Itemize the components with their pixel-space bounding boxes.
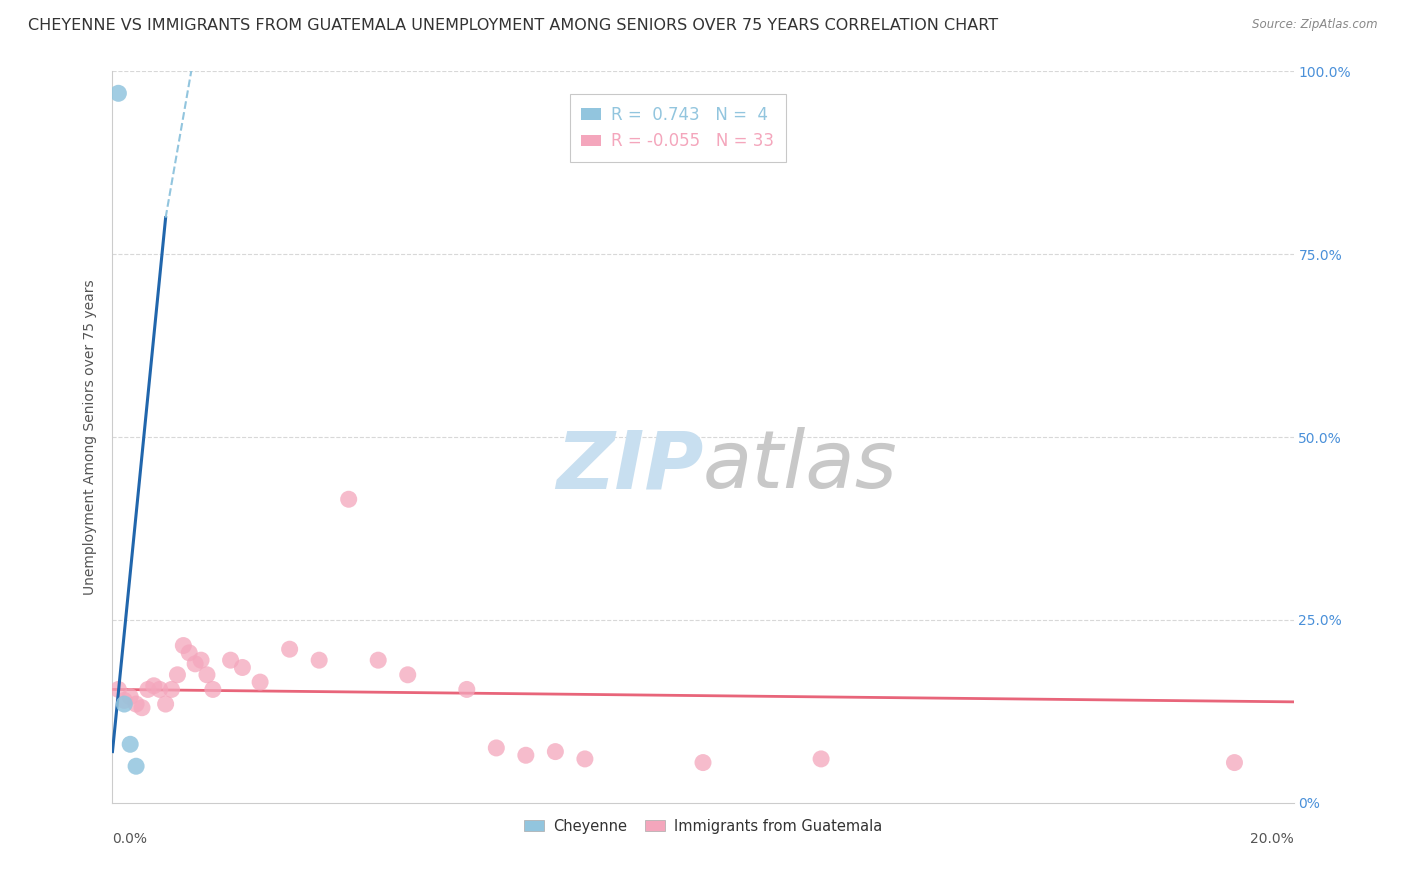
Point	[142, 679, 165, 693]
Point	[810, 752, 832, 766]
Point	[1223, 756, 1246, 770]
Point	[120, 690, 142, 704]
Point	[456, 682, 478, 697]
Point	[107, 87, 129, 101]
Point	[172, 639, 194, 653]
Text: 20.0%: 20.0%	[1250, 832, 1294, 846]
Point	[190, 653, 212, 667]
Point	[396, 667, 419, 681]
Point	[574, 752, 596, 766]
Text: Source: ZipAtlas.com: Source: ZipAtlas.com	[1253, 18, 1378, 31]
Point	[278, 642, 301, 657]
Point	[544, 745, 567, 759]
Point	[120, 737, 142, 751]
Text: atlas: atlas	[703, 427, 898, 506]
Point	[125, 759, 148, 773]
Legend: Cheyenne, Immigrants from Guatemala: Cheyenne, Immigrants from Guatemala	[519, 813, 887, 839]
Point	[160, 682, 183, 697]
Point	[131, 700, 153, 714]
Text: CHEYENNE VS IMMIGRANTS FROM GUATEMALA UNEMPLOYMENT AMONG SENIORS OVER 75 YEARS C: CHEYENNE VS IMMIGRANTS FROM GUATEMALA UN…	[28, 18, 998, 33]
Text: ZIP: ZIP	[555, 427, 703, 506]
Point	[195, 667, 218, 681]
Point	[692, 756, 714, 770]
Point	[184, 657, 207, 671]
Point	[201, 682, 224, 697]
Y-axis label: Unemployment Among Seniors over 75 years: Unemployment Among Seniors over 75 years	[83, 279, 97, 595]
Point	[136, 682, 159, 697]
Point	[166, 667, 188, 681]
Point	[308, 653, 330, 667]
Point	[367, 653, 389, 667]
Point	[337, 492, 360, 507]
Point	[149, 682, 172, 697]
Point	[125, 697, 148, 711]
Point	[249, 675, 271, 690]
Text: 0.0%: 0.0%	[112, 832, 148, 846]
Point	[155, 697, 177, 711]
Point	[112, 693, 135, 707]
Point	[112, 697, 135, 711]
Point	[515, 748, 537, 763]
Point	[179, 646, 201, 660]
Point	[231, 660, 253, 674]
Point	[485, 740, 508, 755]
Point	[107, 682, 129, 697]
Point	[219, 653, 242, 667]
